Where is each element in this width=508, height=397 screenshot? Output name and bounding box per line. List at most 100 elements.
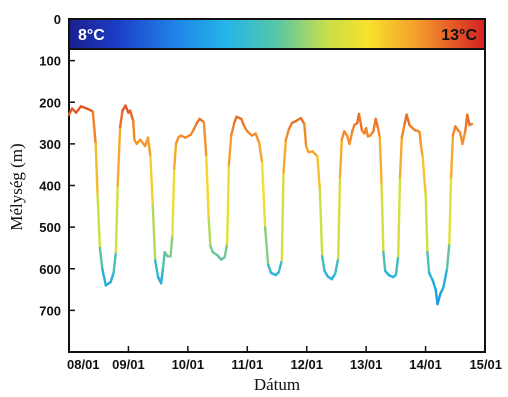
depth-series	[67, 104, 474, 306]
x-tick-label: 12/01	[290, 357, 323, 372]
depth-line-segment	[172, 142, 178, 171]
depth-line-segment	[114, 184, 119, 254]
depth-line-segment	[364, 126, 370, 138]
depth-line-segment	[227, 134, 233, 166]
y-tick-label: 500	[39, 220, 61, 235]
depth-line-segment	[442, 267, 449, 289]
depth-line-segment	[116, 125, 122, 187]
depth-line-segment	[400, 121, 406, 139]
y-tick-label: 100	[39, 54, 61, 69]
depth-line-segment	[109, 271, 115, 284]
depth-line-segment	[424, 192, 429, 254]
depth-line-segment	[448, 175, 453, 246]
depth-line-segment	[405, 113, 411, 127]
depth-line-segment	[284, 128, 291, 141]
plot-frame	[68, 18, 486, 353]
x-axis: 08/01 09/01 10/01 11/01 12/01 13/01 14/01 15/01	[67, 346, 502, 372]
depth-line-segment	[229, 121, 236, 137]
depth-line-segment	[223, 242, 229, 259]
depth-line-segment	[240, 117, 246, 128]
depth-line-segment	[419, 142, 424, 158]
depth-line-segment	[149, 155, 155, 208]
y-tick-label: 0	[54, 12, 61, 27]
y-tick-label: 700	[39, 303, 61, 318]
depth-line-segment	[449, 134, 455, 179]
depth-line-segment	[91, 110, 97, 146]
depth-line-segment	[169, 234, 174, 258]
depth-line-segment	[202, 120, 208, 158]
x-tick-label: 14/01	[409, 357, 442, 372]
depth-line-segment	[316, 155, 321, 191]
depth-line-segment	[146, 136, 152, 158]
depth-line-segment	[321, 255, 326, 272]
y-axis: 0 100 200 300 400 500 600 700	[39, 12, 75, 318]
depth-line-segment	[431, 279, 437, 291]
depth-line-segment	[205, 155, 210, 221]
depth-line-segment	[466, 113, 471, 127]
depth-line-segment	[151, 205, 157, 262]
depth-line-segment	[436, 292, 442, 306]
depth-line-segment	[118, 109, 124, 129]
depth-line-segment	[318, 188, 324, 258]
y-tick-label: 200	[39, 95, 61, 110]
depth-line-segment	[112, 250, 118, 275]
depth-line-segment	[225, 163, 231, 246]
depth-line-segment	[426, 250, 431, 275]
depth-line-segment	[131, 119, 136, 141]
depth-line-segment	[374, 117, 380, 130]
depth-line-segment	[376, 126, 381, 139]
depth-line-segment	[207, 217, 212, 248]
depth-line-segment	[96, 192, 102, 250]
depth-line-segment	[171, 167, 176, 237]
depth-line-segment	[94, 142, 99, 196]
depth-line-segment	[382, 250, 387, 272]
depth-line-segment	[338, 138, 343, 179]
depth-line-segment	[334, 257, 340, 275]
depth-line-segment	[161, 250, 166, 270]
depth-line-segment	[427, 271, 434, 282]
depth-line-segment	[260, 161, 267, 229]
depth-line-segment	[159, 267, 165, 285]
depth-line-segment	[254, 132, 261, 145]
depth-line-segment	[258, 141, 264, 164]
y-axis-label: Mélység (m)	[7, 143, 26, 230]
depth-line-segment	[357, 112, 364, 132]
x-tick-label: 15/01	[469, 357, 502, 372]
x-tick-label: 09/01	[112, 357, 145, 372]
depth-line-segment	[378, 136, 383, 187]
depth-line-segment	[153, 259, 160, 279]
x-tick-label: 08/01	[67, 357, 100, 372]
depth-line-segment	[380, 184, 385, 254]
colorbar	[68, 18, 486, 50]
depth-line-segment	[421, 155, 427, 196]
depth-line-segment	[74, 105, 83, 114]
depth-line-segment	[337, 175, 342, 260]
x-tick-label: 13/01	[350, 357, 383, 372]
depth-line-segment	[445, 242, 451, 270]
y-tick-label: 300	[39, 137, 61, 152]
x-tick-label: 11/01	[231, 357, 263, 372]
depth-line-segment	[418, 130, 422, 146]
depth-line-segment	[398, 136, 403, 179]
y-tick-label: 400	[39, 179, 61, 194]
depth-line-segment	[101, 267, 108, 287]
depth-line-segment	[468, 122, 474, 127]
y-tick-label: 600	[39, 262, 61, 277]
depth-line-segment	[451, 125, 457, 137]
depth-line-segment	[461, 129, 467, 146]
depth-line-segment	[266, 263, 273, 275]
depth-line-segment	[348, 129, 354, 146]
depth-line-segment	[303, 122, 308, 148]
x-tick-label: 10/01	[172, 357, 205, 372]
x-axis-label: Dátum	[254, 375, 300, 394]
colorbar-max-label: 13°C	[441, 27, 477, 44]
depth-line-segment	[280, 171, 285, 262]
depth-line-segment	[282, 138, 288, 175]
depth-line-segment	[263, 225, 270, 266]
colorbar-min-label: 8°C	[78, 27, 105, 44]
depth-line-segment	[397, 175, 402, 258]
depth-line-segment	[394, 255, 400, 277]
depth-line-segment	[128, 109, 135, 123]
depth-line-segment	[277, 259, 283, 274]
